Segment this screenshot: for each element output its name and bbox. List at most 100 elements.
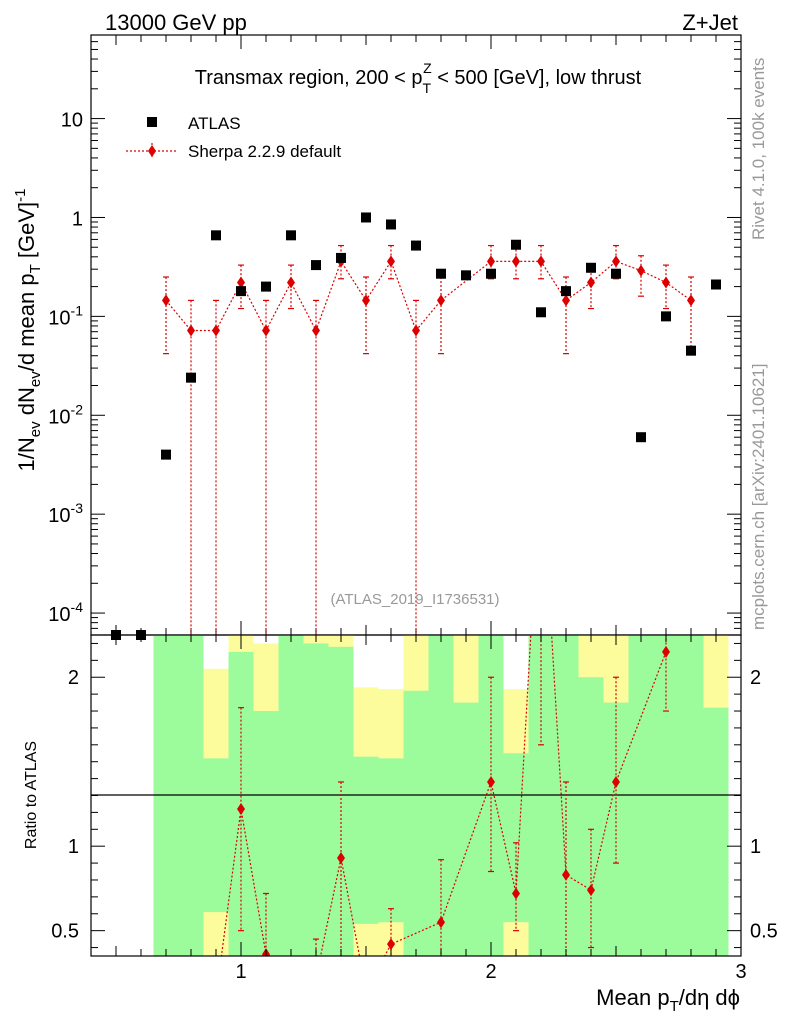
ratio-point: [437, 916, 445, 929]
ratio-point: [337, 852, 345, 865]
main-y-tick-label: 10-4: [48, 599, 83, 626]
ratio-point: [212, 991, 220, 1003]
atlas-point: [436, 268, 446, 279]
atlas-point: [361, 212, 371, 223]
main-y-axis-label: 1/Nev dNev/d mean pT [GeV]-1: [12, 189, 44, 472]
main-sherpa-series: [162, 244, 695, 635]
ratio-band-inner: [403, 690, 429, 956]
sherpa-point: [662, 276, 670, 289]
sherpa-point: [162, 294, 170, 307]
sherpa-point: [212, 324, 220, 337]
x-axis-label: Mean pT/dη dϕ: [596, 985, 740, 1015]
ratio-point: [587, 884, 595, 897]
ratio-point: [537, 452, 545, 464]
atlas-point: [486, 268, 496, 279]
sherpa-point: [512, 255, 520, 268]
ratio-point: [487, 775, 495, 788]
sherpa-point: [312, 324, 320, 337]
side-label-mcplots: mcplots.cern.ch [arXiv:2401.10621]: [749, 364, 768, 630]
atlas-point: [186, 372, 196, 383]
x-tick-label: 1: [235, 961, 246, 983]
legend: ATLAS Sherpa 2.2.9 default: [126, 114, 341, 161]
sherpa-point: [262, 324, 270, 337]
atlas-point: [711, 279, 721, 290]
ratio-point: [237, 803, 245, 816]
sherpa-point: [387, 255, 395, 268]
ratio-band-inner: [703, 707, 729, 956]
main-panel: 10-4 10-3 10-2 10-1 1 10 Transmax region, 200…: [12, 34, 742, 640]
main-y-tick-labels: 10-4 10-3 10-2 10-1 1 10: [48, 110, 83, 626]
main-y-tick-label: 10: [61, 110, 83, 132]
ratio-band-inner: [203, 758, 229, 913]
legend-sherpa-label: Sherpa 2.2.9 default: [188, 142, 341, 161]
main-y-tick-label: 10-3: [48, 500, 83, 527]
atlas-point: [261, 281, 271, 292]
sherpa-point: [487, 255, 495, 268]
ratio-point: [662, 645, 670, 658]
ratio-sherpa-series: [212, 452, 670, 1003]
ratio-band-inner: [328, 646, 354, 956]
atlas-point: [236, 286, 246, 297]
sherpa-point: [562, 294, 570, 307]
ratio-axis-ticks: [91, 635, 742, 956]
atlas-point: [686, 345, 696, 356]
legend-atlas-marker: [147, 117, 157, 127]
ratio-band-inner: [303, 643, 329, 956]
sherpa-point: [637, 264, 645, 277]
atlas-point: [336, 252, 346, 263]
atlas-point: [636, 432, 646, 443]
atlas-point: [461, 270, 471, 281]
ratio-y-tick-label: 2: [68, 667, 79, 689]
atlas-point: [586, 262, 596, 273]
ratio-y-tick-label-right: 0.5: [750, 921, 778, 943]
x-tick-label: 3: [735, 961, 746, 983]
main-plot-title: Transmax region, 200 < pTZ < 500 [GeV], …: [195, 60, 642, 96]
sherpa-point: [612, 255, 620, 268]
ratio-band-inner: [353, 756, 379, 924]
sherpa-point: [537, 255, 545, 268]
atlas-point: [161, 449, 171, 460]
main-y-tick-label: 1: [72, 208, 83, 230]
ratio-point: [387, 938, 395, 951]
ratio-point: [312, 972, 320, 984]
ratio-tick-labels: 0.5 0.5 1 1 2 2 1 2 3: [51, 667, 778, 983]
main-y-tick-label: 10-2: [48, 401, 83, 428]
ratio-y-axis-label: Ratio to ATLAS: [23, 741, 40, 849]
watermark-analysis-id: (ATLAS_2019_I1736531): [330, 591, 499, 608]
ratio-panel: 0.5 0.5 1 1 2 2 1 2 3 Ratio to ATLAS Mean pT/dη …: [23, 452, 778, 1015]
atlas-point: [311, 260, 321, 271]
sherpa-point: [362, 294, 370, 307]
atlas-point: [286, 230, 296, 241]
ratio-y-tick-label: 1: [68, 836, 79, 858]
ratio-point: [512, 887, 520, 900]
atlas-point: [386, 219, 396, 230]
ratio-point: [562, 868, 570, 881]
header-right-label: Z+Jet: [682, 10, 738, 35]
ratio-y-tick-label-right: 1: [750, 836, 761, 858]
x-tick-label: 2: [485, 961, 496, 983]
ratio-band-inner: [453, 702, 479, 956]
ratio-y-tick-label-right: 2: [750, 667, 761, 689]
ratio-series-group: [212, 452, 670, 1003]
ratio-point: [362, 985, 370, 997]
atlas-point: [511, 239, 521, 250]
sherpa-point: [187, 324, 195, 337]
sherpa-point: [687, 294, 695, 307]
ratio-point: [612, 775, 620, 788]
atlas-point: [536, 307, 546, 318]
ratio-plot-frame: [90, 634, 742, 957]
side-label-rivet: Rivet 4.1.0, 100k events: [749, 58, 768, 240]
legend-sherpa-marker: [148, 145, 156, 157]
header-left-label: 13000 GeV pp: [105, 10, 247, 35]
main-y-tick-label: 10-1: [48, 302, 83, 329]
ratio-y-tick-label: 0.5: [51, 921, 79, 943]
atlas-point: [611, 268, 621, 279]
sherpa-point: [237, 276, 245, 289]
main-axis-ticks: [91, 34, 742, 636]
sherpa-point: [412, 324, 420, 337]
sherpa-point: [437, 294, 445, 307]
ratio-band-inner: [378, 758, 404, 923]
legend-atlas-label: ATLAS: [188, 114, 241, 133]
atlas-point: [211, 230, 221, 241]
